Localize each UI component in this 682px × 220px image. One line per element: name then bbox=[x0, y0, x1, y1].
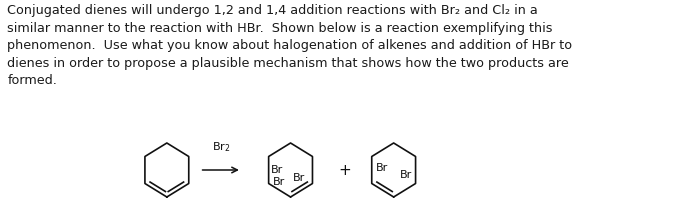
Text: Br: Br bbox=[293, 173, 305, 183]
Text: Br: Br bbox=[272, 176, 284, 187]
Text: +: + bbox=[338, 163, 351, 178]
Text: Br$_2$: Br$_2$ bbox=[211, 140, 230, 154]
Text: Conjugated dienes will undergo 1,2 and 1,4 addition reactions with Br₂ and Cl₂ i: Conjugated dienes will undergo 1,2 and 1… bbox=[8, 4, 573, 87]
Text: Br: Br bbox=[376, 163, 388, 172]
Text: Br: Br bbox=[400, 169, 412, 180]
Text: Br: Br bbox=[271, 165, 283, 174]
FancyArrowPatch shape bbox=[203, 167, 237, 173]
